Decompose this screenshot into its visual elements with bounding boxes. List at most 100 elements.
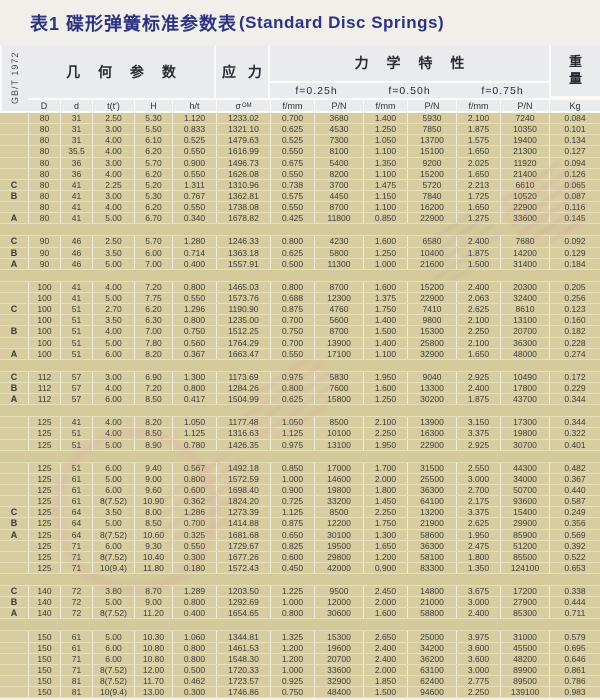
data-cell: 1.200 — [363, 551, 407, 562]
data-cell: 7850 — [407, 124, 456, 135]
data-cell: 1.050 — [270, 417, 314, 428]
data-cell: 1.450 — [363, 496, 407, 507]
data-cell: 10.30 — [134, 631, 172, 642]
data-cell: 1.250 — [363, 394, 407, 405]
data-cell: 0.129 — [549, 247, 600, 258]
data-cell: 1.286 — [172, 507, 216, 518]
data-cell: 94600 — [407, 687, 456, 698]
data-cell: 1.650 — [456, 146, 500, 157]
data-cell: 0.975 — [270, 371, 314, 382]
type-cell — [0, 485, 28, 495]
col-header-p3: P/N — [500, 98, 549, 111]
data-cell: 80 — [28, 113, 60, 124]
type-cell: B — [10, 383, 18, 394]
data-cell: 1.289 — [172, 586, 216, 597]
table-row: A 80 41 5.00 6.70 0.340 1678.82 0.425 11800 0.850… — [0, 213, 600, 225]
header-f025: f=0.25h — [295, 84, 338, 97]
data-cell: 0.800 — [270, 382, 314, 394]
data-cell: 125 — [28, 484, 60, 496]
data-cell: 64100 — [407, 496, 456, 507]
data-cell: 2.000 — [363, 473, 407, 484]
data-cell: 0.900 — [172, 157, 216, 168]
data-cell: 1273.39 — [216, 507, 270, 518]
data-cell: 44300 — [500, 462, 549, 473]
data-cell: 9200 — [407, 157, 456, 168]
data-cell: 17300 — [500, 417, 549, 428]
data-cell: 1.950 — [363, 371, 407, 382]
data-cell: 2.250 — [363, 507, 407, 518]
data-cell: 41 — [60, 417, 92, 428]
data-cell: 0.550 — [172, 168, 216, 179]
type-cell: C — [10, 179, 18, 190]
data-cell: 8(7.52) — [92, 551, 134, 562]
data-cell: 8200 — [314, 168, 363, 179]
data-cell: 17000 — [314, 462, 363, 473]
data-cell: 21000 — [407, 597, 456, 608]
data-cell: 1173.69 — [216, 371, 270, 382]
data-cell: 83300 — [407, 562, 456, 574]
data-cell: 8700 — [314, 326, 363, 337]
table-row: 80 41 4.00 6.20 0.550 1738.08 0.550 8700 1.100 16… — [0, 202, 600, 214]
data-cell: 25000 — [407, 631, 456, 642]
data-cell: 5.00 — [92, 213, 134, 224]
table-body: 80 31 2.50 5.30 1.120 1233.02 0.700 3680 1.400 59… — [0, 113, 600, 699]
data-cell: 2.063 — [456, 292, 500, 304]
data-cell: 14800 — [407, 586, 456, 597]
data-cell: 8.50 — [134, 428, 172, 439]
data-cell: 1.950 — [456, 529, 500, 540]
data-cell: 3.375 — [456, 507, 500, 518]
data-cell: 12.00 — [134, 664, 172, 676]
data-cell: 0.228 — [549, 337, 600, 348]
data-cell: 0.738 — [270, 179, 314, 190]
data-cell: 29900 — [500, 518, 549, 529]
data-cell: 0.180 — [172, 562, 216, 574]
data-cell: 6.30 — [134, 315, 172, 326]
data-cell: 1.575 — [456, 135, 500, 146]
data-cell: 0.625 — [270, 247, 314, 258]
data-cell: 2.250 — [363, 428, 407, 439]
data-cell: 57 — [60, 371, 92, 382]
data-cell: 51 — [60, 337, 92, 348]
data-cell: 1.400 — [363, 113, 407, 124]
type-cell: B — [10, 247, 18, 258]
data-cell: 100 — [28, 292, 60, 304]
data-cell: 15800 — [314, 394, 363, 405]
table-row: 100 51 3.50 6.30 0.800 1235.00 0.700 5600 1.400 9… — [0, 315, 600, 327]
data-cell: 0.575 — [270, 190, 314, 202]
data-cell: 0.092 — [549, 236, 600, 247]
standard-label: GB/T 1972 — [0, 45, 28, 111]
table-row: 125 71 8(7.52) 10.40 0.300 1677.26 0.600 29800 1… — [0, 551, 600, 563]
table-row: 125 61 5.00 9.00 0.800 1572.59 1.000 14600 2.000… — [0, 473, 600, 485]
table-row: 125 51 6.00 9.40 0.567 1492.18 0.850 17000 1.700… — [0, 462, 600, 474]
data-cell: 25800 — [407, 337, 456, 348]
data-cell: 125 — [28, 540, 60, 551]
type-cell — [0, 665, 28, 675]
data-cell: 61 — [60, 473, 92, 484]
data-cell: 10.80 — [134, 653, 172, 664]
data-cell: 2.775 — [456, 676, 500, 687]
data-cell: 2.100 — [456, 113, 500, 124]
data-cell: 19500 — [314, 540, 363, 551]
data-cell: 10.80 — [134, 642, 172, 653]
data-cell: 12200 — [314, 518, 363, 529]
data-cell: 5.00 — [92, 597, 134, 608]
data-cell: 1203.50 — [216, 586, 270, 597]
data-cell: 0.145 — [549, 213, 600, 224]
data-cell: 0.123 — [549, 304, 600, 315]
data-cell: 0.550 — [270, 146, 314, 157]
data-cell: 0.400 — [172, 258, 216, 269]
data-cell: 1.500 — [363, 687, 407, 698]
data-cell: 15200 — [407, 281, 456, 292]
data-cell: 10100 — [314, 428, 363, 439]
data-cell: 17100 — [314, 348, 363, 359]
data-cell: 1310.96 — [216, 179, 270, 190]
data-cell: 125 — [28, 529, 60, 540]
data-cell: 3.000 — [456, 664, 500, 676]
data-cell: 14600 — [314, 473, 363, 484]
data-cell: 125 — [28, 562, 60, 574]
data-cell: 1.000 — [270, 664, 314, 676]
data-cell: 2.100 — [456, 337, 500, 348]
data-cell: 0.567 — [172, 462, 216, 473]
data-cell: 0.861 — [549, 664, 600, 676]
